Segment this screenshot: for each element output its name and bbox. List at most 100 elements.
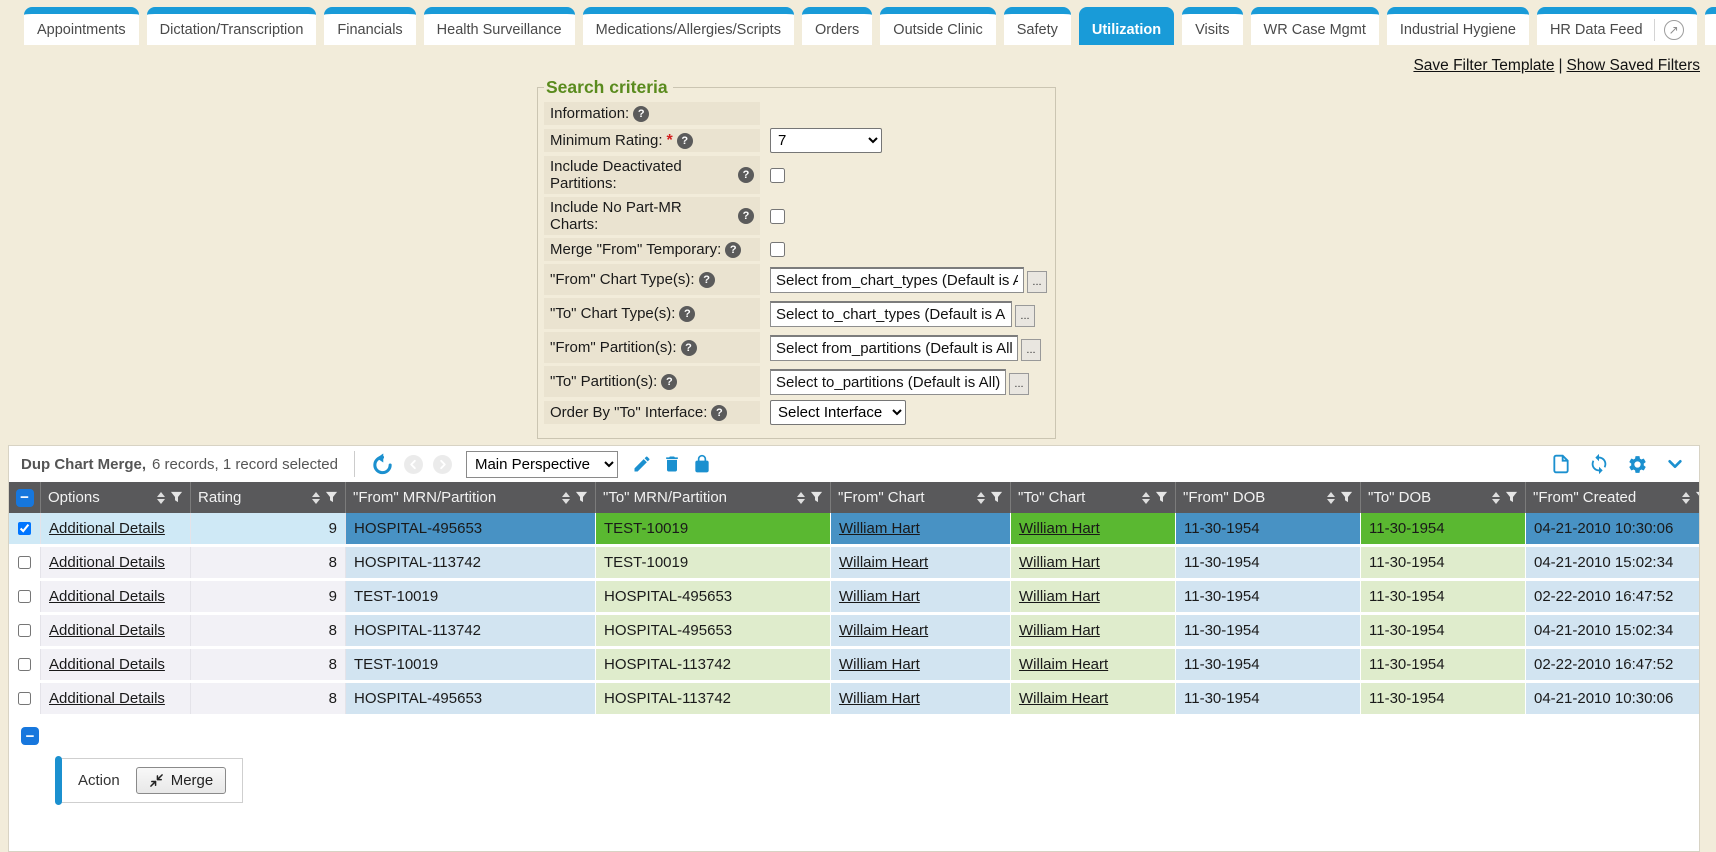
- settings-gear-icon[interactable]: [1627, 454, 1648, 475]
- sort-control[interactable]: [1492, 491, 1500, 504]
- sort-control[interactable]: [157, 491, 165, 504]
- lock-icon[interactable]: [692, 454, 712, 474]
- include-no-part-mr-charts-checkbox[interactable]: [770, 208, 785, 224]
- filter-funnel-icon[interactable]: [810, 491, 823, 504]
- undo-icon[interactable]: [371, 452, 394, 476]
- to-chart-link[interactable]: William Hart: [1019, 588, 1100, 605]
- additional-details-link[interactable]: Additional Details: [49, 690, 165, 707]
- tab-appointments[interactable]: Appointments: [24, 7, 139, 45]
- merge-from-temporary-checkbox[interactable]: [770, 242, 785, 257]
- row-checkbox[interactable]: [18, 522, 31, 535]
- help-icon[interactable]: ?: [633, 105, 650, 122]
- collapse-grid-chevron-icon[interactable]: [1665, 456, 1685, 472]
- tab-visits[interactable]: Visits: [1182, 7, 1243, 45]
- additional-details-link[interactable]: Additional Details: [49, 622, 165, 639]
- minimum-rating-select[interactable]: 7: [770, 128, 882, 153]
- tab-hr-data-feed[interactable]: HR Data Feed ↗: [1536, 7, 1697, 45]
- table-row[interactable]: Additional Details 9 TEST-10019 HOSPITAL-49…: [9, 581, 1699, 615]
- sort-control[interactable]: [562, 491, 570, 504]
- to-chart-link[interactable]: William Hart: [1019, 520, 1100, 537]
- from-partitions-picker-button[interactable]: ...: [1021, 338, 1041, 361]
- sort-control[interactable]: [1327, 491, 1335, 504]
- additional-details-link[interactable]: Additional Details: [49, 656, 165, 673]
- to-partitions-picker-button[interactable]: ...: [1009, 372, 1029, 395]
- edit-perspective-icon[interactable]: [632, 454, 652, 474]
- help-icon[interactable]: ?: [680, 339, 697, 356]
- row-checkbox[interactable]: [18, 658, 31, 671]
- help-icon[interactable]: ?: [738, 167, 754, 183]
- row-checkbox[interactable]: [18, 556, 31, 569]
- from-chart-link[interactable]: Willaim Heart: [839, 622, 929, 639]
- sort-control[interactable]: [312, 491, 320, 504]
- to-chart-types-picker-button[interactable]: ...: [1015, 304, 1035, 327]
- sort-control[interactable]: [1682, 491, 1690, 504]
- row-checkbox[interactable]: [18, 590, 31, 603]
- help-icon[interactable]: ?: [661, 373, 678, 390]
- tab-medications-allergies-scripts[interactable]: Medications/Allergies/Scripts: [582, 7, 794, 45]
- external-link-icon[interactable]: ↗: [1663, 19, 1684, 40]
- filter-funnel-icon[interactable]: [575, 491, 588, 504]
- include-deactivated-partitions-checkbox[interactable]: [770, 167, 785, 183]
- select-all-minus-button[interactable]: −: [15, 488, 34, 507]
- filter-funnel-icon[interactable]: [325, 491, 338, 504]
- help-icon[interactable]: ?: [676, 132, 693, 149]
- to-chart-link[interactable]: William Hart: [1019, 554, 1100, 571]
- table-row[interactable]: Additional Details 9 HOSPITAL-495653 TEST-1…: [9, 513, 1699, 547]
- row-checkbox[interactable]: [18, 624, 31, 637]
- previous-page-icon[interactable]: [403, 454, 423, 474]
- filter-funnel-icon[interactable]: [990, 491, 1003, 504]
- tab-orders[interactable]: Orders: [801, 7, 873, 45]
- to-chart-types-input[interactable]: [770, 300, 1012, 327]
- table-row[interactable]: Additional Details 8 HOSPITAL-113742 TEST-1…: [9, 547, 1699, 581]
- tab-wr-case-mgmt[interactable]: WR Case Mgmt: [1250, 7, 1379, 45]
- next-page-icon[interactable]: [432, 454, 452, 474]
- sort-control[interactable]: [797, 491, 805, 504]
- merge-button[interactable]: Merge: [135, 766, 227, 794]
- sort-control[interactable]: [977, 491, 985, 504]
- from-chart-link[interactable]: William Hart: [839, 656, 920, 673]
- help-icon[interactable]: ?: [711, 404, 728, 421]
- tab-health-surveillance[interactable]: Health Surveillance: [423, 7, 575, 45]
- perspective-select[interactable]: Main Perspective: [465, 450, 618, 478]
- show-saved-filters-link[interactable]: Show Saved Filters: [1566, 57, 1700, 74]
- help-icon[interactable]: ?: [679, 305, 696, 322]
- save-filter-template-link[interactable]: Save Filter Template: [1413, 57, 1555, 74]
- additional-details-link[interactable]: Additional Details: [49, 520, 165, 537]
- tab-quality-of-care[interactable]: Quality of Care: [1704, 7, 1716, 45]
- tab-utilization[interactable]: Utilization: [1078, 7, 1175, 45]
- row-checkbox[interactable]: [18, 692, 31, 705]
- table-row[interactable]: Additional Details 8 HOSPITAL-495653 HOSPIT…: [9, 683, 1699, 717]
- order-by-to-interface-select[interactable]: Select Interface: [770, 400, 906, 425]
- from-partitions-input[interactable]: [770, 334, 1018, 361]
- tab-industrial-hygiene[interactable]: Industrial Hygiene: [1386, 7, 1529, 45]
- to-chart-link[interactable]: William Hart: [1019, 622, 1100, 639]
- filter-funnel-icon[interactable]: [1155, 491, 1168, 504]
- sort-control[interactable]: [1142, 491, 1150, 504]
- additional-details-link[interactable]: Additional Details: [49, 588, 165, 605]
- refresh-icon[interactable]: [1588, 453, 1610, 475]
- filter-funnel-icon[interactable]: [170, 491, 183, 504]
- additional-details-link[interactable]: Additional Details: [49, 554, 165, 571]
- to-chart-link[interactable]: Willaim Heart: [1019, 656, 1109, 673]
- filter-funnel-icon[interactable]: [1695, 491, 1699, 504]
- from-chart-link[interactable]: Willaim Heart: [839, 554, 929, 571]
- from-chart-types-picker-button[interactable]: ...: [1027, 270, 1047, 293]
- from-chart-link[interactable]: William Hart: [839, 520, 920, 537]
- from-chart-link[interactable]: William Hart: [839, 588, 920, 605]
- tab-safety[interactable]: Safety: [1003, 7, 1071, 45]
- table-row[interactable]: Additional Details 8 TEST-10019 HOSPITAL-11…: [9, 649, 1699, 683]
- to-partitions-input[interactable]: [770, 368, 1006, 395]
- tab-outside-clinic[interactable]: Outside Clinic: [880, 7, 996, 45]
- table-row[interactable]: Additional Details 8 HOSPITAL-113742 HOSPIT…: [9, 615, 1699, 649]
- filter-funnel-icon[interactable]: [1505, 491, 1518, 504]
- help-icon[interactable]: ?: [698, 271, 715, 288]
- new-document-icon[interactable]: [1551, 453, 1571, 475]
- help-icon[interactable]: ?: [725, 241, 742, 258]
- from-chart-types-input[interactable]: [770, 266, 1024, 293]
- from-chart-link[interactable]: William Hart: [839, 690, 920, 707]
- delete-perspective-icon[interactable]: [662, 454, 682, 474]
- help-icon[interactable]: ?: [738, 208, 754, 224]
- tab-financials[interactable]: Financials: [324, 7, 416, 45]
- filter-funnel-icon[interactable]: [1340, 491, 1353, 504]
- tab-dictation-transcription[interactable]: Dictation/Transcription: [146, 7, 317, 45]
